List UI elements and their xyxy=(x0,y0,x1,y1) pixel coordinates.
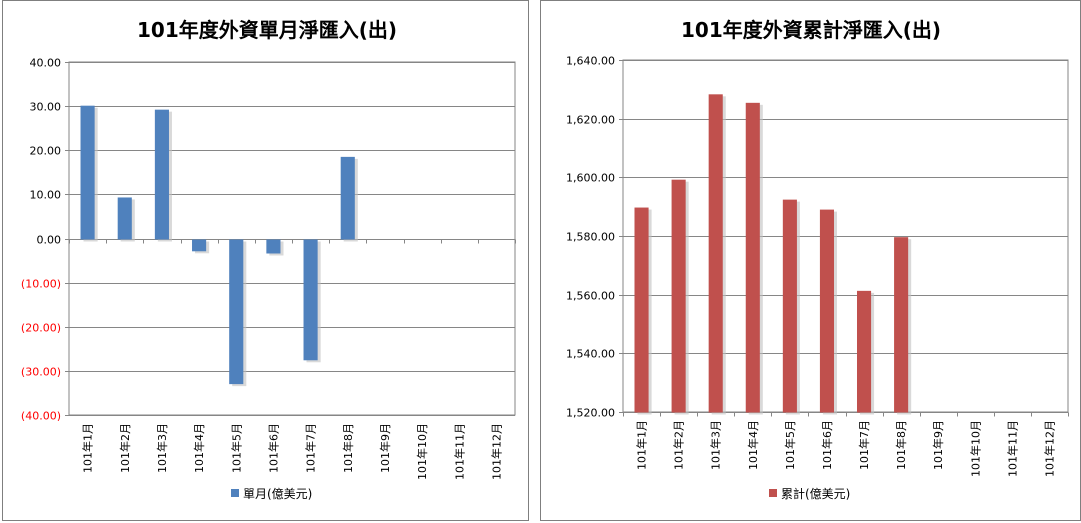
y-tick-label: 30.00 xyxy=(30,101,62,114)
bar-101年4月 xyxy=(192,239,207,252)
x-tick-label: 101年2月 xyxy=(118,423,132,473)
legend-label: 單月(億美元) xyxy=(243,487,312,501)
plot-area xyxy=(68,61,516,416)
x-tick-label: 101年11月 xyxy=(1005,420,1019,477)
x-tick-label: 101年5月 xyxy=(783,420,797,470)
y-tick-label: (10.00) xyxy=(21,278,61,291)
bar-101年5月 xyxy=(782,199,797,413)
bar-101年2月 xyxy=(117,197,132,240)
x-tick-label: 101年5月 xyxy=(229,423,243,473)
x-tick-label: 101年10月 xyxy=(968,420,982,477)
bar-101年8月 xyxy=(340,156,355,240)
y-tick-label: 40.00 xyxy=(30,57,62,70)
legend-swatch xyxy=(769,489,777,497)
bar-101年1月 xyxy=(634,207,649,413)
legend-swatch xyxy=(231,489,239,497)
bar-101年4月 xyxy=(745,102,760,413)
y-tick-label: 1,580.00 xyxy=(566,231,615,244)
y-tick-label: 0.00 xyxy=(37,234,62,247)
bar-101年5月 xyxy=(229,239,244,385)
y-tick-label: 1,600.00 xyxy=(566,172,615,185)
bar-101年2月 xyxy=(671,179,686,413)
x-tick-label: 101年8月 xyxy=(341,423,355,473)
x-tick-label: 101年11月 xyxy=(452,423,466,480)
x-tick-label: 101年3月 xyxy=(155,423,169,473)
chart-title: 101年度外資累計淨匯入(出) xyxy=(681,18,941,42)
y-tick-label: 20.00 xyxy=(30,145,62,158)
monthly-chart-panel: 101年度外資單月淨匯入(出) 40.00 30.00 20.00 10.00 0.00… xyxy=(2,0,529,521)
legend-label: 累計(億美元) xyxy=(781,486,850,501)
x-tick-label: 101年6月 xyxy=(820,420,834,470)
bar-101年8月 xyxy=(894,237,909,413)
bar-101年6月 xyxy=(266,239,281,254)
x-tick-label: 101年6月 xyxy=(266,423,280,473)
y-tick-label: 1,620.00 xyxy=(566,114,615,127)
bar-101年3月 xyxy=(154,109,169,240)
bar-101年7月 xyxy=(303,239,318,361)
x-tick-label: 101年1月 xyxy=(635,420,649,470)
bar-101年7月 xyxy=(856,290,872,413)
cumulative-net-inflow-chart: 101年度外資累計淨匯入(出) 1,640.00 1,620.00 1,600.00… xyxy=(566,18,1069,501)
x-tick-label: 101年10月 xyxy=(415,423,429,480)
y-tick-label: (30.00) xyxy=(21,366,61,379)
y-tick-label: 1,540.00 xyxy=(566,348,615,361)
x-tick-label: 101年12月 xyxy=(489,423,503,480)
x-tick-label: 101年4月 xyxy=(192,423,206,473)
chart-title: 101年度外資單月淨匯入(出) xyxy=(137,18,397,42)
bar-101年3月 xyxy=(708,94,723,413)
x-tick-label: 101年8月 xyxy=(894,420,908,470)
monthly-net-inflow-chart: 101年度外資單月淨匯入(出) 40.00 30.00 20.00 10.00 0.00… xyxy=(21,18,516,501)
x-tick-label: 101年1月 xyxy=(81,423,95,473)
x-tick-label: 101年12月 xyxy=(1042,420,1056,477)
x-tick-label: 101年9月 xyxy=(931,420,945,470)
x-tick-label: 101年9月 xyxy=(378,423,392,473)
x-tick-label: 101年4月 xyxy=(746,420,760,470)
x-tick-label: 101年7月 xyxy=(857,420,871,470)
x-tick-label: 101年2月 xyxy=(672,420,686,470)
y-tick-label: 1,640.00 xyxy=(566,55,615,68)
x-tick-label: 101年3月 xyxy=(709,420,723,470)
bar-101年6月 xyxy=(819,209,835,413)
x-tick-label: 101年7月 xyxy=(304,423,318,473)
y-tick-label: (40.00) xyxy=(21,410,61,423)
y-tick-label: (20.00) xyxy=(21,322,61,335)
y-tick-label: 1,520.00 xyxy=(566,407,615,420)
bar-101年1月 xyxy=(80,105,95,240)
cumulative-chart-panel: 101年度外資累計淨匯入(出) 1,640.00 1,620.00 1,600.00… xyxy=(540,0,1081,521)
y-tick-label: 10.00 xyxy=(30,189,62,202)
y-tick-label: 1,560.00 xyxy=(566,290,615,303)
